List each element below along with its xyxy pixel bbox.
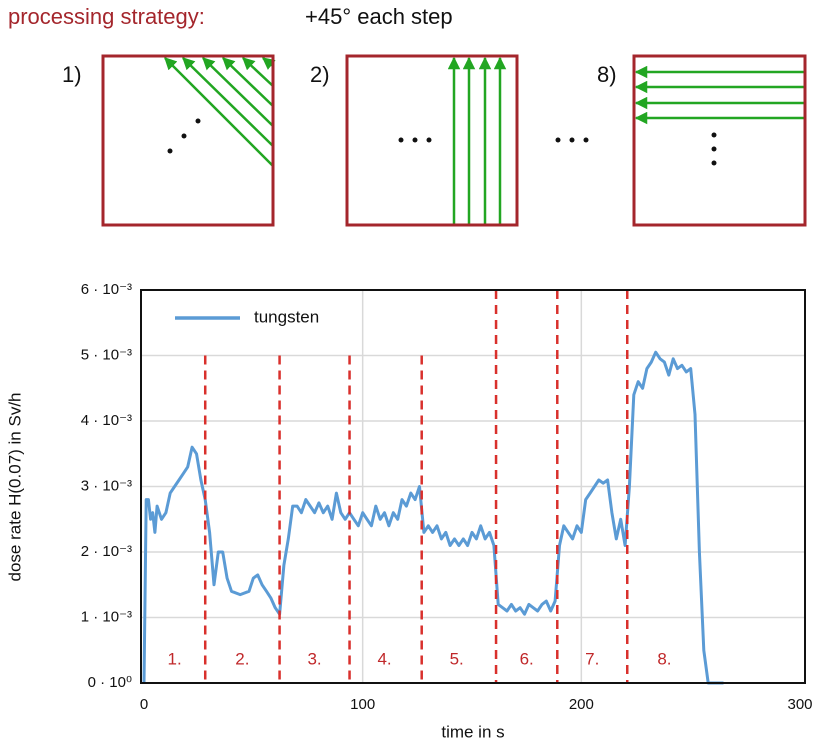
plot-frame <box>140 289 806 684</box>
x-tick-label: 200 <box>569 696 594 713</box>
ellipsis-dots <box>167 118 717 166</box>
x-tick-label: 100 <box>350 696 375 713</box>
legend-label: tungsten <box>254 307 319 326</box>
arrows <box>164 56 805 225</box>
x-tick-label: 300 <box>787 696 812 713</box>
segment-label: 3. <box>307 650 321 669</box>
segment-label: 2. <box>235 650 249 669</box>
segment-label: 4. <box>377 650 391 669</box>
diagram-title-label: processing strategy: <box>8 4 205 29</box>
y-tick-label: 5 · 10⁻³ <box>81 346 132 363</box>
data-line <box>142 350 724 685</box>
x-tick-label: 0 <box>140 696 148 713</box>
segment-label: 5. <box>450 650 464 669</box>
step-label: 1) <box>62 62 82 87</box>
step-label: 2) <box>310 62 330 87</box>
y-tick-label: 3 · 10⁻³ <box>81 477 132 494</box>
boxes <box>101 54 807 227</box>
diagram-title-text: +45° each step <box>305 4 453 29</box>
segment-label: 8. <box>657 650 671 669</box>
step-label: 8) <box>597 62 617 87</box>
y-tick-label: 4 · 10⁻³ <box>81 412 132 429</box>
segment-label: 7. <box>585 650 599 669</box>
y-tick-label: 1 · 10⁻³ <box>81 608 132 625</box>
grid <box>141 289 805 684</box>
y-tick-label: 6 · 10⁻³ <box>81 281 132 298</box>
y-tick-label: 2 · 10⁻³ <box>81 543 132 560</box>
y-tick-label: 0 · 10⁰ <box>88 674 132 691</box>
y-axis-label: dose rate H(0.07) in Sv/h <box>5 393 24 582</box>
chart: time in s dose rate H(0.07) in Sv/h 0 · … <box>5 281 812 742</box>
strategy-diagram: processing strategy: +45° each step 1) 2… <box>8 4 807 227</box>
segment-label: 1. <box>168 650 182 669</box>
x-axis-label: time in s <box>441 722 504 741</box>
segment-label: 6. <box>520 650 534 669</box>
